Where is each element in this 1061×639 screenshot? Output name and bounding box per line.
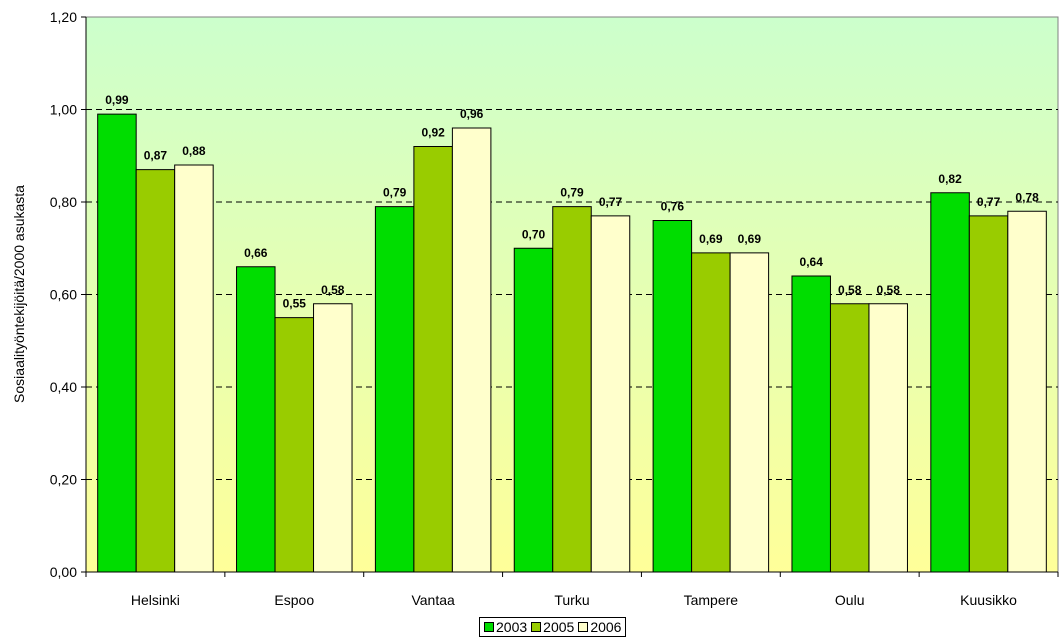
x-tick-label: Helsinki: [131, 592, 180, 608]
y-tick-label: 0,60: [50, 287, 77, 303]
bar-2006-espoo: [313, 303, 353, 573]
bar-2006-kuusikko: [1007, 210, 1047, 573]
data-label: 0,58: [877, 283, 901, 297]
bar-2006-oulu: [868, 303, 908, 573]
bar-2006-turku: [590, 215, 631, 573]
y-tick-label: 0,00: [50, 564, 77, 580]
data-label: 0,78: [1015, 190, 1039, 204]
legend-swatch: [531, 622, 542, 632]
bar-2005-tampere: [691, 252, 731, 573]
bar-2003-tampere: [652, 220, 693, 573]
y-axis: 0,00 0,20 0,40 0,60 0,80 1,00 1,20: [50, 9, 87, 580]
bar-2003-turku: [513, 247, 554, 573]
data-label: 0,69: [738, 232, 762, 246]
y-axis-title: Sosiaalityöntekijöitä/2000 asukasta: [11, 185, 27, 403]
data-label: 0,77: [977, 195, 1001, 209]
data-label: 0,69: [699, 232, 723, 246]
bar-2003-oulu: [791, 275, 831, 573]
legend-item-2003: 2003: [484, 619, 527, 635]
bar-2005-turku: [552, 206, 592, 573]
legend: 2003 2005 2006: [479, 617, 627, 637]
data-label: 0,76: [661, 200, 685, 214]
x-tick-label: Oulu: [835, 592, 865, 608]
data-label: 0,79: [383, 186, 407, 200]
x-tick-label: Kuusikko: [960, 592, 1017, 608]
legend-label: 2006: [590, 619, 622, 635]
legend-label: 2005: [543, 619, 575, 635]
data-label: 0,70: [522, 227, 546, 241]
x-axis: Helsinki Espoo Vantaa Turku Tampere Oulu Kuusi…: [85, 571, 1059, 608]
data-label: 0,96: [460, 107, 484, 121]
legend-label: 2003: [496, 619, 528, 635]
bar-2005-kuusikko: [968, 215, 1009, 573]
bar-2003-vantaa: [374, 206, 415, 573]
data-label: 0,58: [838, 283, 862, 297]
y-tick-label: 1,00: [50, 102, 77, 118]
bar-2006-helsinki: [174, 164, 214, 573]
data-label: 0,99: [105, 93, 129, 107]
y-tick-label: 0,20: [50, 472, 77, 488]
x-tick-label: Vantaa: [411, 592, 455, 608]
data-label: 0,79: [560, 186, 584, 200]
bar-2005-oulu: [829, 303, 870, 573]
legend-item-2005: 2005: [531, 619, 574, 635]
data-label: 0,55: [283, 297, 307, 311]
bar-2003-helsinki: [97, 113, 137, 573]
data-label: 0,87: [144, 149, 168, 163]
data-label: 0,66: [244, 246, 268, 260]
x-tick-label: Tampere: [684, 592, 739, 608]
legend-swatch: [578, 622, 589, 632]
bar-2005-espoo: [274, 317, 315, 573]
bars: [97, 113, 1047, 573]
y-tick-label: 0,40: [50, 379, 77, 395]
bar-2006-vantaa: [451, 127, 492, 573]
legend-item-2006: 2006: [578, 619, 621, 635]
bar-2003-espoo: [236, 266, 276, 573]
data-label: 0,77: [599, 195, 623, 209]
bar-2005-helsinki: [135, 169, 176, 573]
data-label: 0,64: [800, 255, 824, 269]
data-label: 0,58: [321, 283, 345, 297]
bar-2003-kuusikko: [930, 192, 970, 573]
x-tick-label: Turku: [554, 592, 589, 608]
y-tick-label: 0,80: [50, 194, 77, 210]
data-label: 0,82: [938, 172, 962, 186]
data-labels: 0,99 0,66 0,79 0,70 0,76 0,64 0,82 0,87 0,55 0,92…: [105, 93, 1039, 311]
x-tick-label: Espoo: [274, 592, 314, 608]
bar-2005-vantaa: [413, 146, 453, 573]
data-label: 0,88: [182, 144, 206, 158]
y-tick-label: 1,20: [50, 9, 77, 25]
data-label: 0,92: [421, 126, 445, 140]
bar-2006-tampere: [729, 252, 770, 573]
legend-swatch: [484, 622, 494, 632]
